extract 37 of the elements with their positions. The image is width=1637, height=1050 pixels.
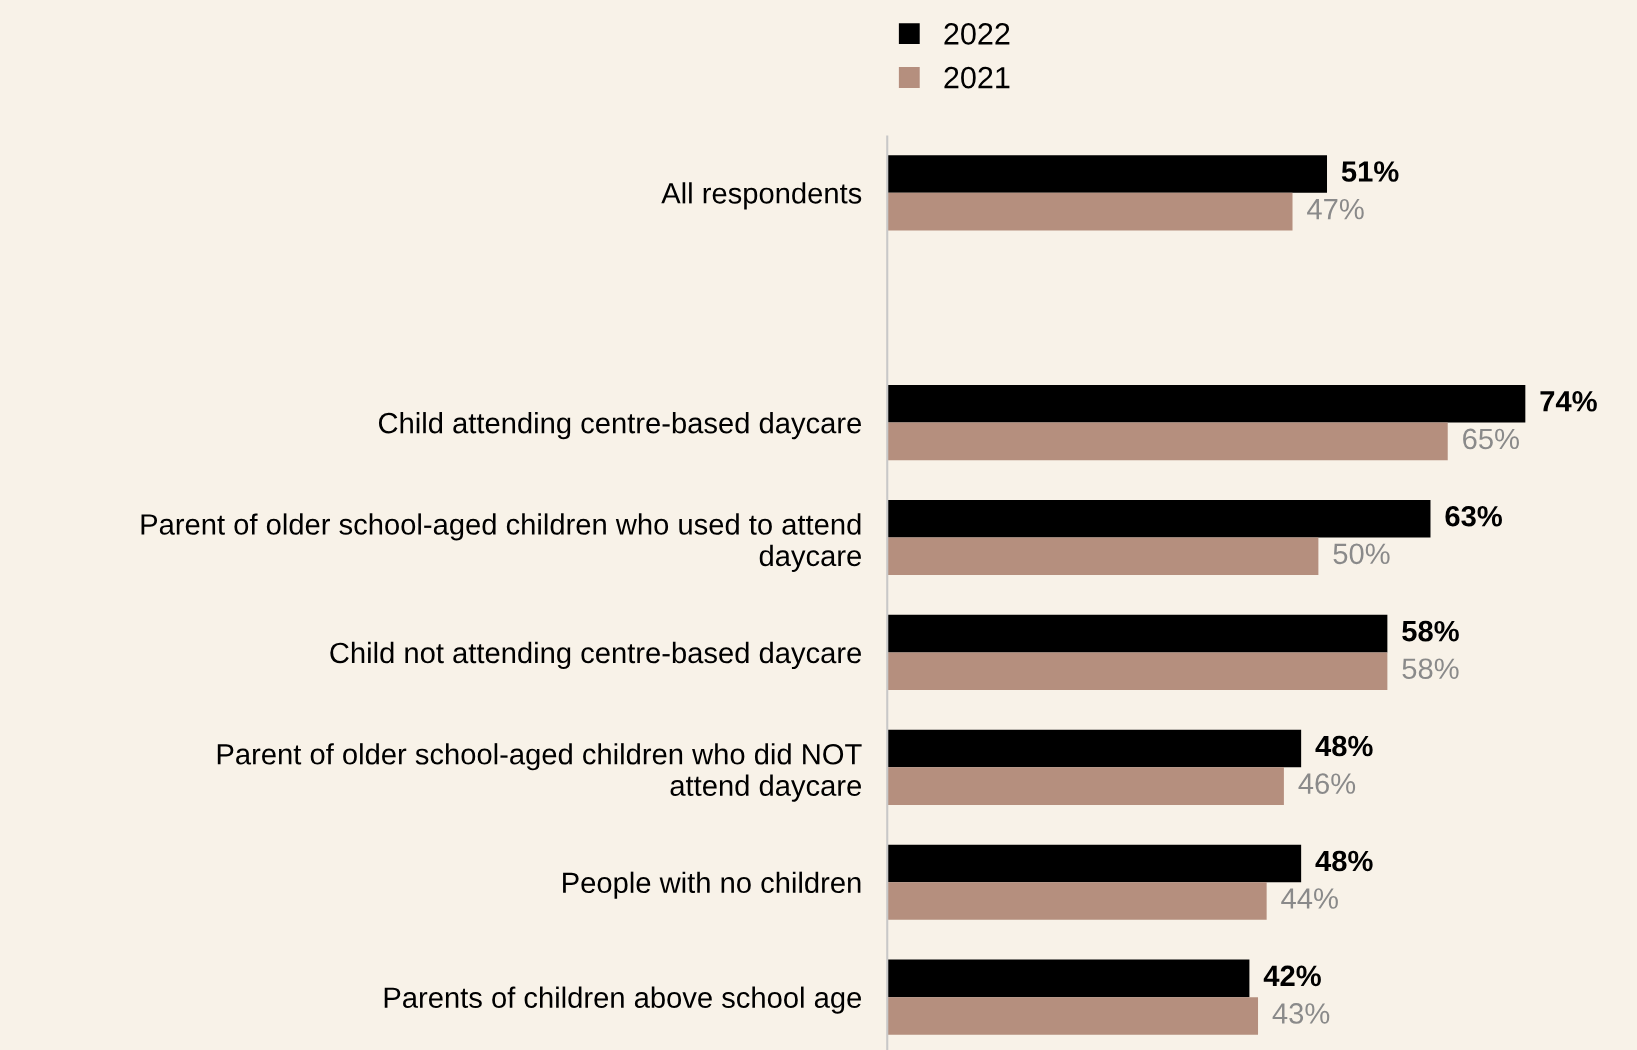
legend-label: 2021 [944,66,1010,89]
data-label: 65% [1463,428,1519,450]
bar [887,385,1526,423]
data-label: 50% [1333,543,1390,565]
bar [887,652,1388,690]
y-tick-label: Parent of older school-aged children who did NOT attend daycare [217,743,862,802]
bar [887,997,1259,1035]
bar [887,614,1388,653]
bar [887,882,1267,920]
data-label: 44% [1281,888,1338,909]
bar [887,844,1302,883]
bar [887,537,1319,576]
y-tick-label: Child not attending centre-based daycare [330,641,861,670]
bar [887,422,1448,461]
bar [887,155,1328,193]
y-tick-label: Parents of children above school age [384,986,861,1014]
y-tick-label: Child attending centre-based daycare [378,412,861,440]
y-tick-label: All respondents [661,182,862,210]
bar [887,729,1302,768]
data-label: 48% [1315,735,1373,757]
data-label: 58% [1402,620,1459,642]
bar [887,959,1250,998]
data-label: 47% [1307,198,1364,220]
data-label: 43% [1272,1003,1330,1024]
data-label: 58% [1402,658,1459,680]
data-label: 42% [1263,965,1321,987]
y-tick-label: People with no children [563,871,861,899]
data-label: 74% [1540,391,1597,412]
bar [887,767,1284,805]
data-label: 46% [1298,773,1356,794]
data-label: 51% [1341,161,1399,182]
bar [887,192,1293,231]
bar [887,499,1431,538]
y-tick-label: Parent of older school-aged children who used to attend daycare [141,513,861,572]
data-label: 63% [1445,505,1502,527]
legend-label: 2022 [944,23,1010,45]
data-label: 48% [1315,850,1373,872]
